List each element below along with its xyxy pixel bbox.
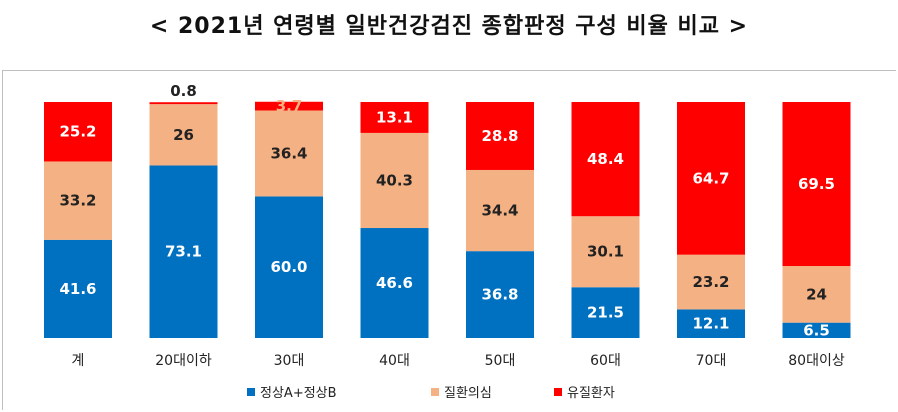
bar-segment bbox=[571, 102, 640, 217]
data-label: 33.2 bbox=[59, 192, 96, 210]
data-label: 30.1 bbox=[587, 243, 624, 261]
data-label: 25.2 bbox=[59, 123, 96, 141]
bar-segment bbox=[255, 101, 323, 111]
data-label: 12.1 bbox=[692, 315, 729, 333]
bar-segment bbox=[466, 169, 534, 252]
legend-swatch bbox=[247, 388, 255, 396]
legend-swatch bbox=[554, 388, 562, 396]
bar-segment bbox=[677, 309, 745, 338]
bar-segment bbox=[466, 102, 534, 170]
data-label: 46.6 bbox=[376, 274, 413, 292]
data-label: 0.8 bbox=[170, 82, 197, 100]
legend-swatch bbox=[431, 388, 439, 396]
category-label: 50대 bbox=[485, 353, 516, 369]
data-label: 24 bbox=[806, 285, 827, 303]
bar-segment bbox=[782, 322, 851, 338]
data-label: 3.7 bbox=[276, 97, 303, 115]
bar-segment bbox=[677, 102, 745, 255]
segment-labels-group: 41.6 33.2 25.2 73.1 26 0.8 60.0 36.4 3.7 46.6 40.3… bbox=[59, 82, 835, 339]
bar-segment bbox=[571, 216, 640, 288]
data-label: 13.1 bbox=[376, 108, 413, 126]
bar-segment bbox=[255, 196, 323, 338]
data-label: 21.5 bbox=[587, 304, 624, 322]
category-label: 60대 bbox=[590, 353, 621, 369]
legend-label: 질환의심 bbox=[444, 386, 492, 401]
bar-segment bbox=[44, 102, 112, 162]
bar-segment bbox=[149, 102, 218, 105]
category-label: 계 bbox=[72, 353, 85, 369]
chart-title: < 2021년 연령별 일반건강검진 종합판정 구성 비율 비교 > bbox=[149, 14, 749, 39]
category-labels-group: 계 20대이하 30대 40대 50대 60대 70대 80대이상 bbox=[72, 353, 845, 369]
data-label: 28.8 bbox=[481, 127, 518, 145]
legend-label: 정상A+정상B bbox=[260, 386, 337, 401]
category-label: 80대이상 bbox=[788, 353, 845, 369]
bar-segment bbox=[360, 228, 429, 338]
bar-segment bbox=[149, 165, 218, 338]
legend: 정상A+정상B 질환의심 유질환자 bbox=[247, 386, 615, 401]
data-label: 34.4 bbox=[481, 202, 518, 220]
category-label: 30대 bbox=[274, 353, 305, 369]
data-label: 36.8 bbox=[481, 286, 518, 304]
data-label: 23.2 bbox=[692, 273, 729, 291]
bar-segment bbox=[782, 266, 851, 323]
data-label: 48.4 bbox=[587, 150, 624, 168]
bar-segment bbox=[44, 161, 112, 240]
data-label: 36.4 bbox=[270, 144, 307, 162]
bar-segment bbox=[360, 102, 429, 133]
data-label: 6.5 bbox=[803, 321, 830, 339]
data-label: 69.5 bbox=[798, 175, 835, 193]
bar-segment bbox=[149, 104, 218, 166]
bars-group bbox=[44, 101, 851, 338]
data-label: 73.1 bbox=[165, 243, 202, 261]
legend-label: 유질환자 bbox=[567, 386, 615, 401]
data-label: 26 bbox=[173, 126, 194, 144]
category-label: 70대 bbox=[696, 353, 727, 369]
data-label: 64.7 bbox=[692, 169, 729, 187]
chart-area bbox=[2, 70, 896, 410]
bar-segment bbox=[255, 110, 323, 197]
bar-segment bbox=[360, 132, 429, 229]
data-label: 60.0 bbox=[270, 258, 307, 276]
data-label: 41.6 bbox=[59, 280, 96, 298]
category-label: 20대이하 bbox=[155, 353, 212, 369]
bar-segment bbox=[782, 102, 851, 267]
bar-segment bbox=[466, 251, 534, 338]
data-label: 40.3 bbox=[376, 171, 413, 189]
bar-segment bbox=[44, 239, 112, 338]
category-label: 40대 bbox=[379, 353, 410, 369]
bar-segment bbox=[677, 254, 745, 310]
bar-segment bbox=[571, 287, 640, 338]
